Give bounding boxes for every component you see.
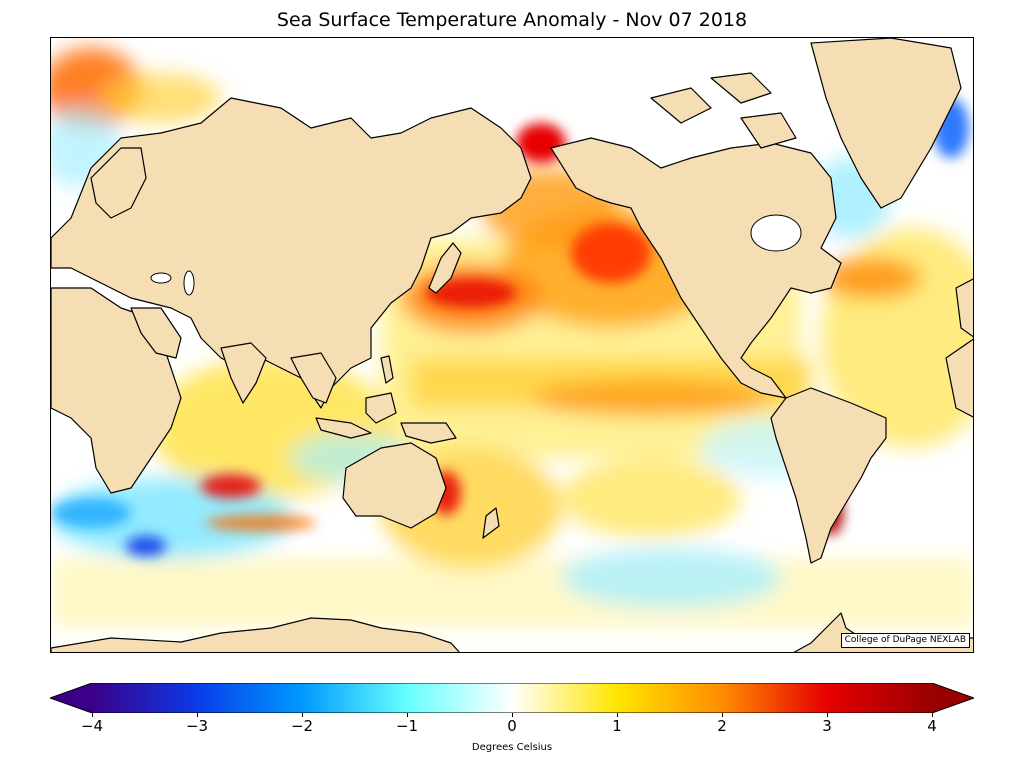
colorbar-tick-label: −3 [185, 717, 209, 735]
colorbar-tick-mark [722, 713, 723, 717]
colorbar-body [92, 683, 932, 713]
colorbar-tick-label: 0 [507, 717, 517, 735]
europe-west-edge [955, 278, 973, 338]
colorbar-tick-label: 4 [927, 717, 937, 735]
north-america [550, 137, 842, 399]
colorbar-tick-mark [932, 713, 933, 717]
map-canvas [51, 38, 973, 652]
new-zealand [482, 507, 500, 539]
arctic-island-2 [710, 72, 772, 104]
colorbar-tick-label: 1 [612, 717, 622, 735]
colorbar [50, 683, 974, 713]
indochina [290, 352, 337, 404]
credit-box: College of DuPage NEXLAB [840, 633, 970, 648]
colorbar-tick-mark [92, 713, 93, 717]
hudson-bay [750, 214, 802, 252]
africa-west-edge [945, 338, 973, 418]
black-sea [150, 272, 172, 284]
india [220, 342, 267, 404]
antarctica-west [51, 617, 460, 652]
colorbar-tick-mark [617, 713, 618, 717]
colorbar-tick-mark [827, 713, 828, 717]
map-title: Sea Surface Temperature Anomaly - Nov 07… [276, 9, 748, 31]
borneo [365, 392, 397, 424]
colorbar-min-extension [50, 683, 92, 713]
arctic-island-3 [740, 112, 797, 149]
philippines [380, 355, 394, 384]
colorbar-tick-label: 3 [822, 717, 832, 735]
colorbar-tick-mark [512, 713, 513, 717]
japan [428, 242, 462, 294]
south-america [770, 387, 887, 564]
colorbar-label: Degrees Celsius [471, 742, 553, 753]
arabian-peninsula [130, 307, 182, 359]
colorbar-tick-mark [197, 713, 198, 717]
colorbar-tick-label: −2 [290, 717, 314, 735]
greenland [810, 38, 962, 209]
eurasia [51, 97, 532, 409]
caspian-sea [183, 270, 195, 296]
arctic-island-1 [650, 87, 712, 124]
sumatra-java [315, 417, 372, 439]
colorbar-tick-label: −4 [80, 717, 104, 735]
colorbar-tick-label: −1 [395, 717, 419, 735]
colorbar-tick-label: 2 [717, 717, 727, 735]
land-masses [51, 38, 973, 652]
new-guinea [400, 422, 457, 444]
colorbar-max-extension [932, 683, 974, 713]
map-panel: College of DuPage NEXLAB [50, 37, 974, 653]
australia [342, 442, 447, 529]
scandinavia [90, 147, 147, 219]
colorbar-tick-mark [302, 713, 303, 717]
inland-waters [150, 214, 802, 296]
colorbar-tick-mark [407, 713, 408, 717]
